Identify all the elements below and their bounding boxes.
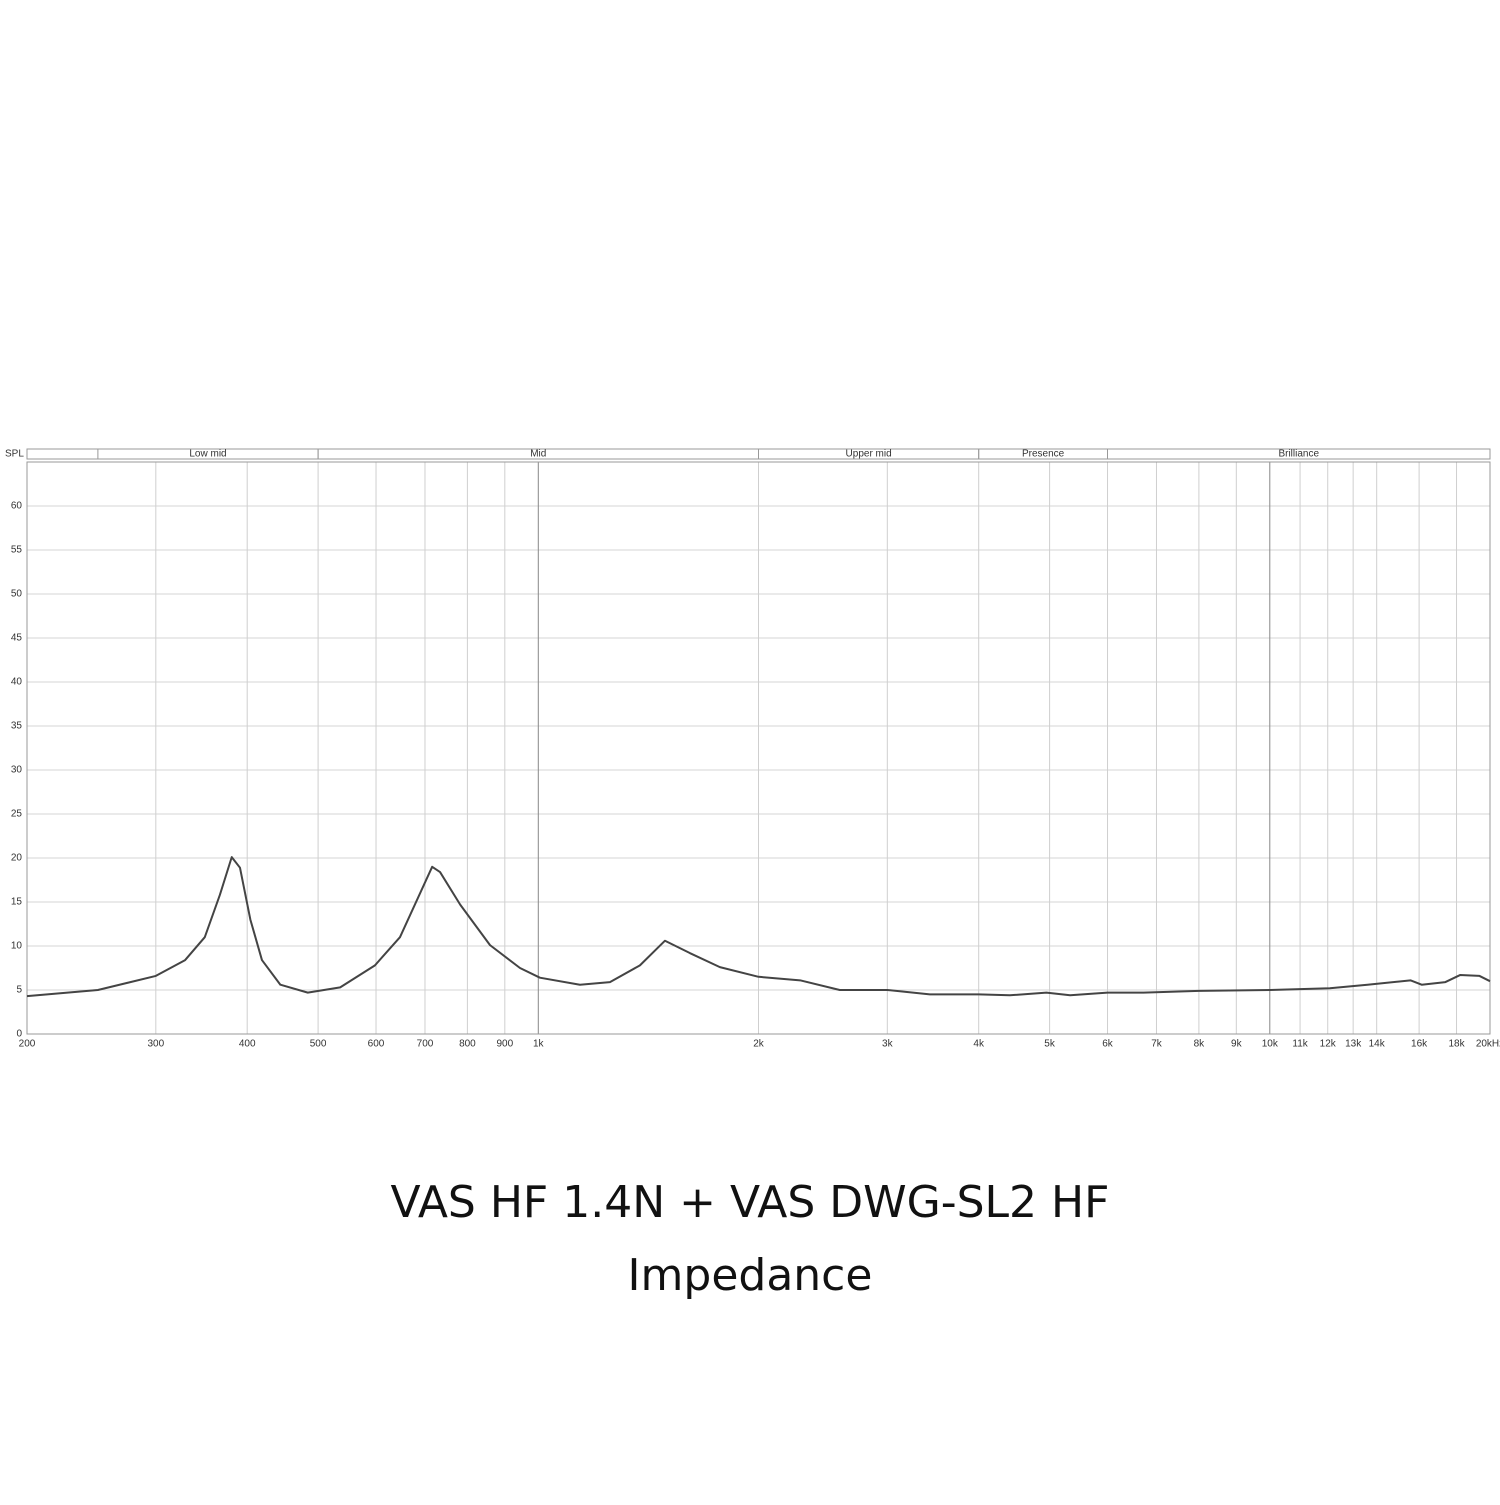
band-label: Mid: [530, 449, 546, 460]
x-tick-label: 8k: [1194, 1039, 1206, 1050]
y-tick-label: 60: [11, 501, 23, 512]
y-axis-label: SPL: [5, 449, 24, 460]
x-tick-label: 16k: [1411, 1039, 1428, 1050]
x-tick-label: 1k: [533, 1039, 545, 1050]
x-tick-label: 5k: [1044, 1039, 1056, 1050]
x-tick-label: 20kHz: [1476, 1039, 1500, 1050]
band-label: Upper mid: [846, 449, 892, 460]
chart-subtitle: Impedance: [628, 1250, 873, 1301]
y-tick-label: 15: [11, 897, 23, 908]
y-tick-label: 40: [11, 677, 23, 688]
x-tick-label: 9k: [1231, 1039, 1243, 1050]
x-tick-label: 400: [239, 1039, 256, 1050]
y-tick-label: 30: [11, 765, 23, 776]
band-label: Brilliance: [1278, 449, 1319, 460]
y-tick-label: 35: [11, 721, 23, 732]
x-tick-label: 6k: [1102, 1039, 1114, 1050]
x-tick-label: 500: [310, 1039, 327, 1050]
x-tick-label: 700: [417, 1039, 434, 1050]
x-tick-label: 12k: [1320, 1039, 1337, 1050]
plot-frame: [26, 461, 1491, 1035]
y-tick-label: 10: [11, 941, 23, 952]
y-tick-label: 5: [16, 985, 22, 996]
x-tick-label: 13k: [1345, 1039, 1362, 1050]
y-tick-label: 0: [16, 1029, 22, 1040]
x-tick-label: 11k: [1292, 1039, 1308, 1050]
y-tick-label: 45: [11, 633, 23, 644]
y-tick-label: 50: [11, 589, 23, 600]
x-tick-label: 800: [459, 1039, 476, 1050]
y-tick-label: 25: [11, 809, 23, 820]
x-tick-label: 4k: [973, 1039, 985, 1050]
x-tick-label: 2k: [753, 1039, 765, 1050]
band-label: Presence: [1022, 449, 1065, 460]
impedance-line: [26, 856, 1491, 998]
x-tick-label: 900: [496, 1039, 513, 1050]
band-label: Low mid: [189, 449, 226, 460]
x-tick-label: 200: [19, 1039, 36, 1050]
y-tick-label: 55: [11, 545, 23, 556]
x-tick-label: 300: [147, 1039, 164, 1050]
y-tick-label: 20: [11, 853, 23, 864]
x-tick-label: 7k: [1151, 1039, 1163, 1050]
x-tick-label: 18k: [1448, 1039, 1465, 1050]
x-tick-label: 10k: [1262, 1039, 1279, 1050]
x-tick-label: 3k: [882, 1039, 894, 1050]
chart-title: VAS HF 1.4N + VAS DWG-SL2 HF: [391, 1177, 1110, 1228]
x-tick-label: 600: [368, 1039, 385, 1050]
x-tick-label: 14k: [1369, 1039, 1386, 1050]
